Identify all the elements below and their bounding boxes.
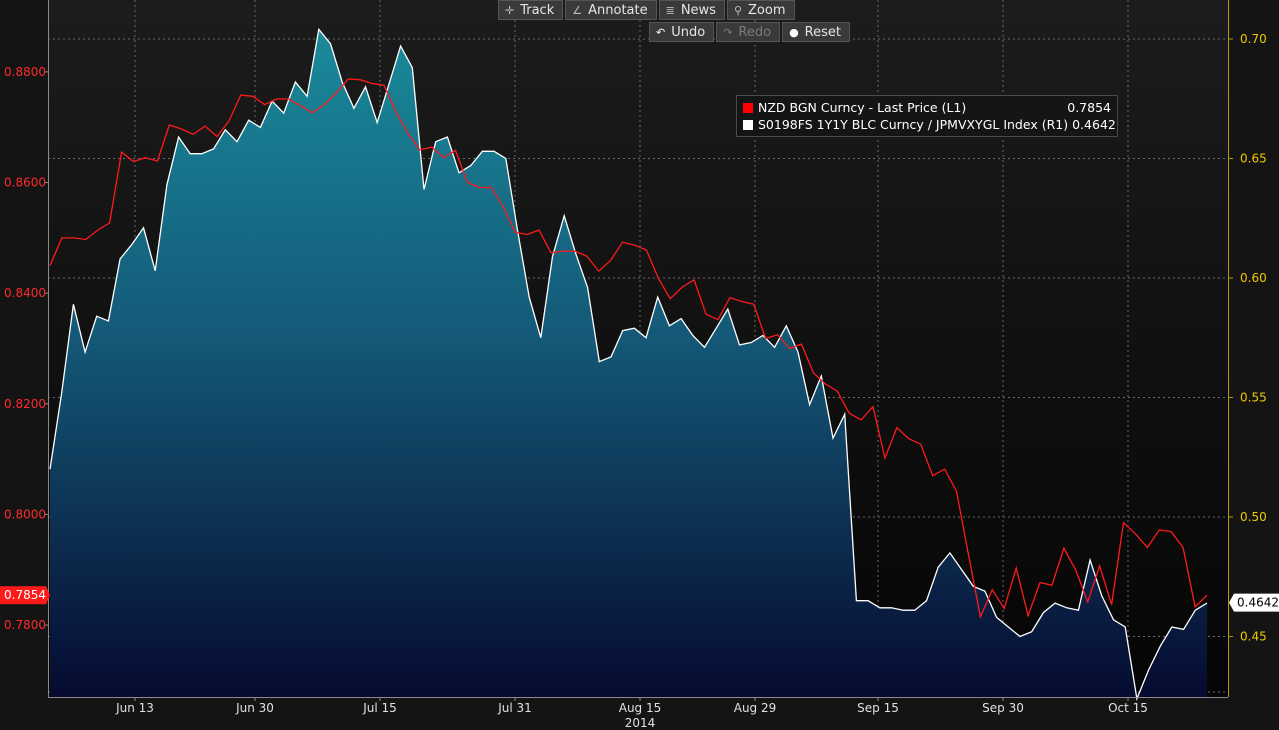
left-tick-label: 0.8400 [4,286,46,300]
x-tick-label: Sep 30 [982,701,1024,715]
annotate-label: Annotate [588,2,648,18]
right-tick-label: 0.60 [1240,271,1267,285]
left-tick-label: 0.7800 [4,618,46,632]
redo-button[interactable]: ↷ Redo [716,22,781,42]
left-last-value-badge [0,586,46,605]
legend-swatch-1 [743,102,753,113]
x-year-label: 2014 [625,716,656,730]
toolbar-top: ✛ Track ∠ Annotate ≣ News ⚲ Zoom [498,0,795,20]
toolbar-history: ↶ Undo ↷ Redo ● Reset [649,22,850,42]
series-1-line[interactable] [49,78,1208,619]
news-label: News [680,2,716,18]
track-label: Track [520,2,555,18]
series-2-line[interactable] [49,27,1208,702]
legend-value-2: 0.4642 [1072,117,1116,132]
legend-swatch-2 [743,119,753,130]
zoom-button[interactable]: ⚲ Zoom [726,0,795,20]
x-tick-label: Aug 29 [734,701,777,715]
series-2-area [50,29,1207,699]
left-tick-label: 0.8600 [4,176,46,190]
x-tick-label: Jun 30 [235,701,274,715]
legend-name-2: S0198FS 1Y1Y BLC Curncy / JPMVXYGL Index… [758,117,1069,132]
crosshair-icon: ✛ [505,3,515,17]
right-tick-label: 0.65 [1240,151,1267,165]
redo-label: Redo [738,24,772,40]
news-icon: ≣ [665,3,675,17]
left-tick-label: 0.8000 [4,507,46,521]
x-tick-label: Oct 15 [1108,701,1148,715]
left-last-value-label: 0.7854 [4,588,46,602]
right-tick-label: 0.70 [1240,32,1267,46]
right-last-value-badge [1229,593,1279,612]
reset-button[interactable]: ● Reset [782,22,850,42]
magnifier-icon: ⚲ [733,3,743,17]
right-tick-label: 0.55 [1240,391,1267,405]
undo-button[interactable]: ↶ Undo [649,22,715,42]
legend-item[interactable]: NZD BGN Curncy - Last Price (L1) 0.7854 [743,99,1111,116]
right-last-value-label: 0.4642 [1237,596,1279,610]
redo-icon: ↷ [723,25,733,39]
pencil-icon: ∠ [572,3,583,17]
reset-label: Reset [804,24,841,40]
undo-label: Undo [671,24,706,40]
x-tick-label: Jun 13 [115,701,154,715]
left-tick-label: 0.8200 [4,397,46,411]
x-tick-label: Sep 15 [857,701,899,715]
legend-name-1: NZD BGN Curncy - Last Price (L1) [758,100,967,115]
x-tick-label: Jul 31 [497,701,532,715]
left-tick-label: 0.8800 [4,65,46,79]
legend[interactable]: NZD BGN Curncy - Last Price (L1) 0.7854 … [736,95,1118,137]
legend-value-1: 0.7854 [1067,100,1111,115]
right-tick-label: 0.45 [1240,630,1267,644]
legend-item[interactable]: S0198FS 1Y1Y BLC Curncy / JPMVXYGL Index… [743,116,1116,133]
x-tick-label: Jul 15 [362,701,397,715]
x-tick-label: Aug 15 [619,701,662,715]
reset-icon: ● [789,25,799,39]
news-button[interactable]: ≣ News [658,0,725,20]
zoom-label: Zoom [748,2,786,18]
track-button[interactable]: ✛ Track [498,0,564,20]
left-last-value-pointer [46,586,50,605]
annotate-button[interactable]: ∠ Annotate [565,0,657,20]
right-tick-label: 0.50 [1240,510,1267,524]
undo-icon: ↶ [656,25,666,39]
